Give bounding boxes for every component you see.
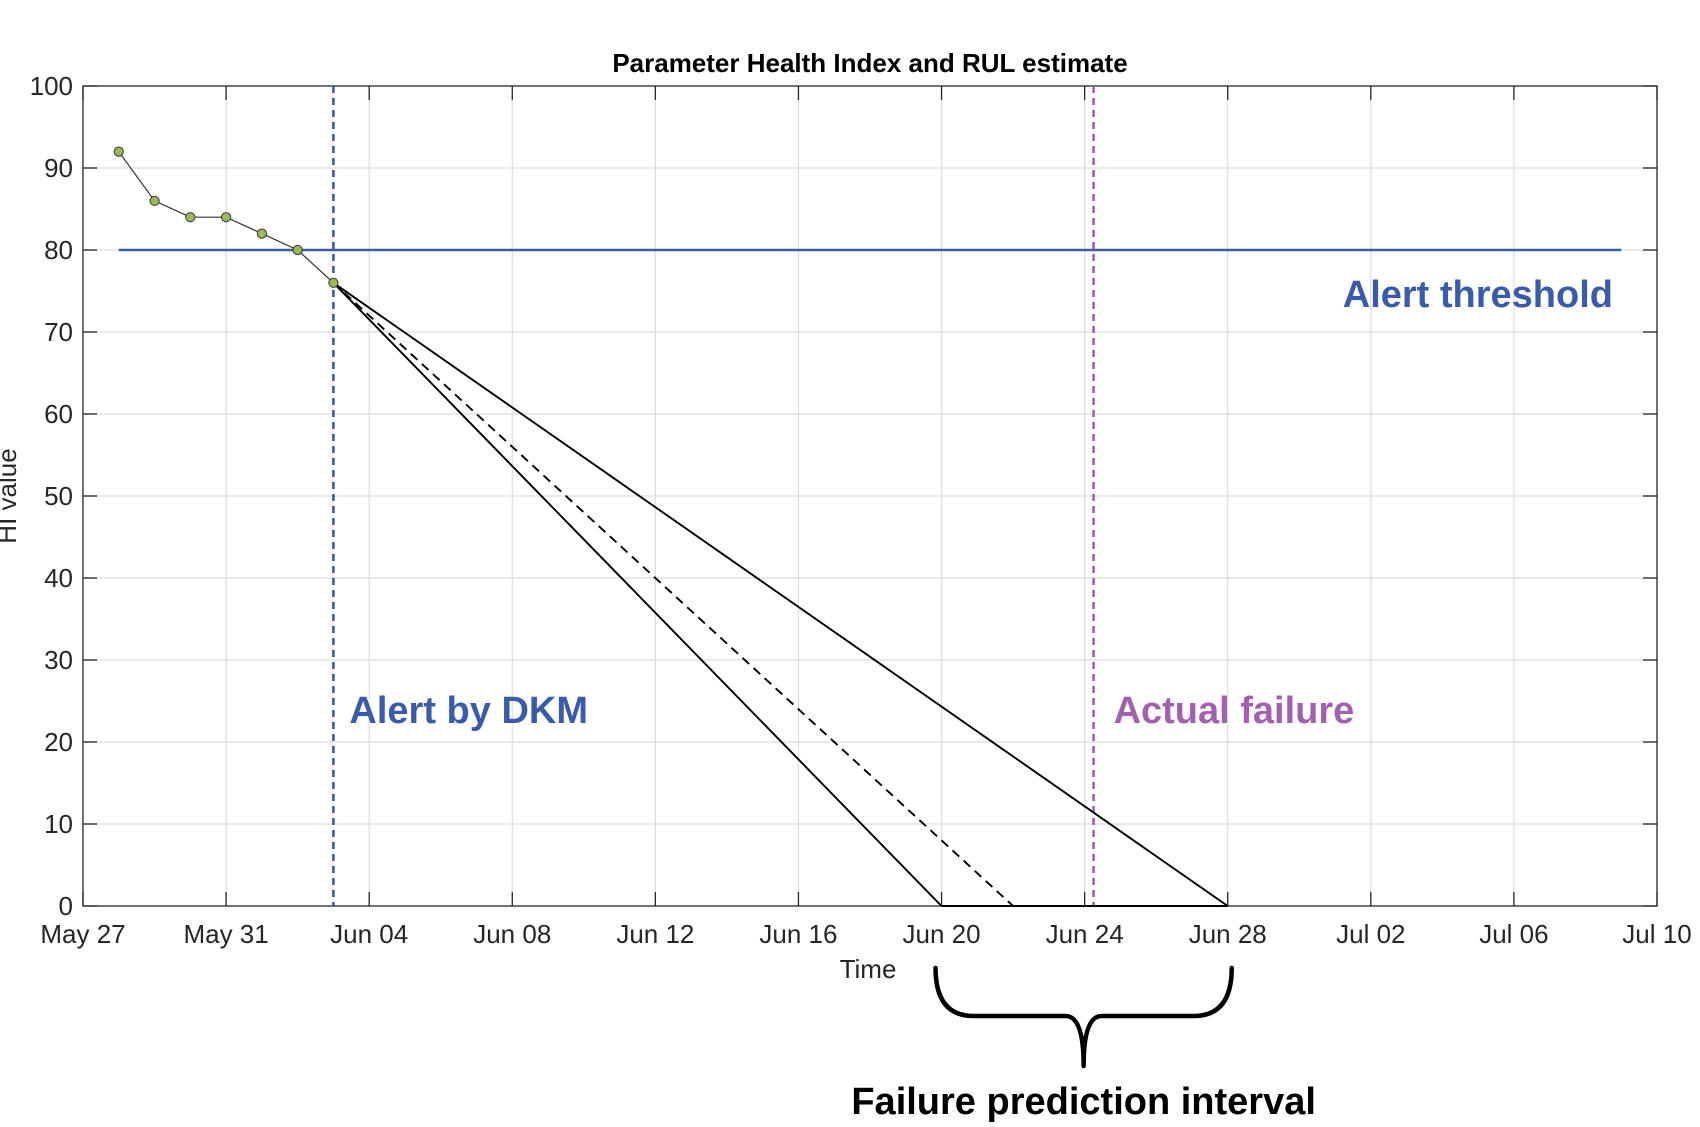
x-axis-label: Time bbox=[840, 954, 897, 984]
axis-ticks: 0 10 20 30 40 50 60 70 80 90 100 May 27 May 31 Jun 04… bbox=[30, 71, 1692, 949]
x-tick-label: May 31 bbox=[183, 919, 268, 949]
y-tick-label: 40 bbox=[44, 563, 73, 593]
x-tick-label: Jun 20 bbox=[903, 919, 981, 949]
health-index-point bbox=[328, 277, 339, 288]
y-tick-label: 20 bbox=[44, 727, 73, 757]
y-tick-label: 80 bbox=[44, 235, 73, 265]
health-index-point bbox=[292, 244, 303, 256]
y-tick-label: 90 bbox=[44, 153, 73, 183]
x-tick-label: Jun 16 bbox=[759, 919, 837, 949]
health-index-point bbox=[113, 146, 124, 157]
mean-projection-line bbox=[332, 282, 1014, 907]
x-tick-label: Jun 04 bbox=[330, 919, 408, 949]
y-tick-label: 30 bbox=[44, 645, 73, 675]
x-tick-label: Jun 24 bbox=[1046, 919, 1124, 949]
health-index-point bbox=[185, 212, 196, 223]
upper-bound-projection-line bbox=[332, 282, 1229, 907]
data-markers bbox=[113, 146, 339, 288]
alert-threshold-label: Alert threshold bbox=[1343, 274, 1613, 316]
y-tick-label: 0 bbox=[59, 891, 73, 921]
failure-prediction-interval-label: Failure prediction interval bbox=[851, 1081, 1316, 1123]
health-index-point bbox=[256, 228, 267, 239]
x-tick-label: Jun 08 bbox=[473, 919, 551, 949]
x-tick-label: May 27 bbox=[40, 919, 125, 949]
x-tick-label: Jun 12 bbox=[616, 919, 694, 949]
y-tick-label: 70 bbox=[44, 317, 73, 347]
y-tick-label: 60 bbox=[44, 399, 73, 429]
x-tick-label: Jul 06 bbox=[1479, 919, 1548, 949]
x-tick-label: Jul 10 bbox=[1622, 919, 1691, 949]
y-tick-label: 10 bbox=[44, 809, 73, 839]
y-tick-label: 50 bbox=[44, 481, 73, 511]
failure-interval-brace bbox=[933, 965, 1234, 1069]
y-tick-label: 100 bbox=[30, 71, 73, 101]
actual-failure-label: Actual failure bbox=[1114, 690, 1355, 732]
x-tick-label: Jul 02 bbox=[1336, 919, 1405, 949]
y-axis-label: HI value bbox=[0, 448, 22, 543]
alert-by-dkm-label: Alert by DKM bbox=[349, 690, 588, 732]
data-series bbox=[118, 86, 1622, 907]
chart-title: Parameter Health Index and RUL estimate bbox=[612, 48, 1127, 78]
x-tick-label: Jun 28 bbox=[1189, 919, 1267, 949]
health-index-point bbox=[220, 212, 232, 223]
health-index-point bbox=[149, 195, 160, 206]
lower-bound-projection-line bbox=[332, 282, 943, 907]
